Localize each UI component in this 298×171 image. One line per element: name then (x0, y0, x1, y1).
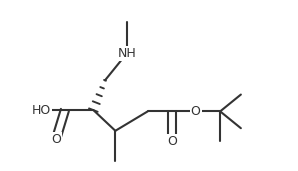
Text: O: O (51, 133, 61, 146)
Text: HO: HO (32, 104, 51, 117)
Text: O: O (191, 105, 201, 118)
Text: O: O (167, 135, 177, 148)
Text: NH: NH (118, 47, 136, 60)
